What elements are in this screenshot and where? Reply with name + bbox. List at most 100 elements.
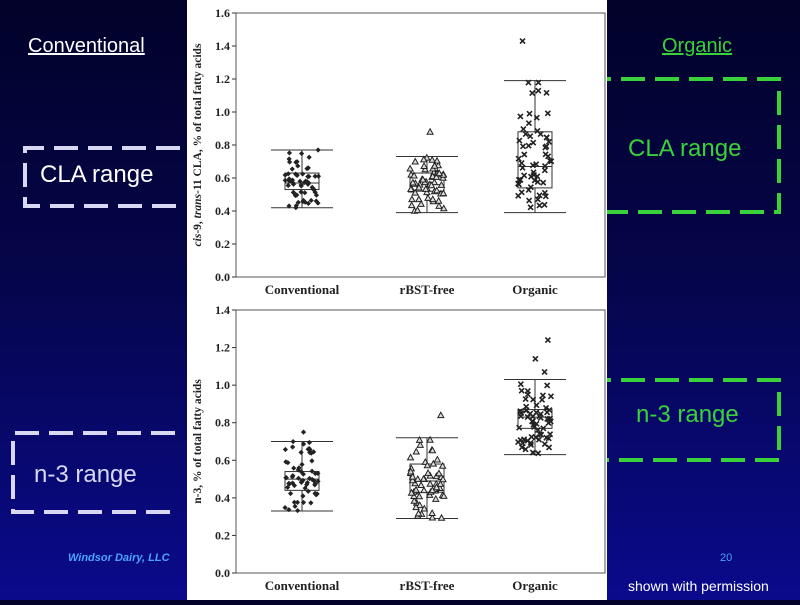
category-label-organic: Organic (512, 282, 558, 297)
data-point (522, 446, 529, 453)
y-tick-label: 0.8 (215, 138, 230, 152)
data-point (534, 173, 541, 180)
data-point (437, 180, 446, 188)
data-point (295, 467, 301, 473)
data-point (535, 87, 542, 94)
data-point (527, 133, 534, 140)
data-point (308, 500, 314, 506)
data-point (305, 488, 311, 494)
data-point (286, 176, 292, 182)
data-point (547, 393, 555, 400)
data-point (300, 429, 307, 435)
data-point (515, 181, 522, 188)
data-point (432, 186, 441, 194)
category-label-conventional: Conventional (265, 578, 340, 593)
data-point (433, 156, 441, 164)
chart-panel-2: 0.0 0.2 0.4 0.6 0.8 1.0 1.2 1.4 n-3, % of total … (192, 303, 606, 593)
data-point (428, 155, 437, 163)
data-point (417, 200, 425, 207)
data-point (309, 458, 315, 464)
data-point (423, 461, 432, 469)
data-point (291, 499, 297, 505)
data-point (300, 477, 306, 483)
data-point (525, 186, 532, 194)
y-tick-label: 0.2 (215, 237, 230, 251)
data-point (522, 407, 530, 414)
data-point (407, 488, 416, 496)
data-point (527, 204, 534, 211)
category-label-rbstfree: rBST-free (400, 578, 455, 593)
data-point (518, 387, 525, 394)
data-point (517, 381, 524, 388)
data-point (518, 189, 525, 196)
data-point (298, 479, 305, 485)
y-tick-label: 1.0 (215, 105, 230, 119)
data-point (415, 435, 424, 443)
data-point (416, 440, 425, 448)
data-point (420, 504, 429, 512)
data-point (406, 164, 414, 172)
data-point (298, 449, 304, 456)
data-point (419, 175, 427, 183)
data-point (421, 184, 430, 192)
y-axis-label-part: -9, (192, 218, 204, 233)
data-point (518, 159, 525, 167)
y-axis-label-part: cis (192, 233, 204, 246)
data-point (438, 461, 447, 469)
data-point (290, 444, 296, 450)
data-point (426, 435, 434, 443)
data-point (298, 150, 305, 157)
chart-panel-1: 0.0 0.2 0.4 0.6 0.8 1.0 1.2 1.4 1.6 cis-9, trans-… (192, 6, 606, 297)
data-point (298, 189, 304, 195)
data-point (290, 189, 296, 195)
data-point (304, 479, 311, 486)
data-point (315, 147, 321, 153)
data-point (409, 178, 417, 186)
data-point (286, 203, 292, 209)
data-point (437, 513, 446, 521)
data-point (439, 475, 447, 483)
data-point (307, 449, 313, 456)
data-point (535, 436, 543, 443)
footer-company: Windsor Dairy, LLC (68, 552, 170, 564)
data-point (427, 181, 436, 189)
data-point (436, 479, 445, 487)
data-point (533, 409, 540, 416)
data-point (295, 507, 301, 514)
data-point (542, 151, 549, 158)
data-point (300, 441, 307, 447)
left-cla-range-label: CLA range (40, 161, 154, 188)
box-rbstfree (396, 411, 458, 521)
data-point (300, 493, 306, 499)
data-point (543, 143, 550, 150)
data-point (538, 396, 546, 403)
data-point (535, 450, 542, 457)
data-point (540, 425, 547, 432)
data-point (419, 155, 428, 163)
data-point (526, 197, 533, 204)
data-point (292, 503, 298, 509)
y-tick-label: 0.0 (215, 270, 230, 284)
data-point (410, 496, 419, 504)
data-point (428, 446, 437, 454)
data-point (432, 172, 441, 180)
data-point (529, 90, 536, 97)
right-n3-range-label: n-3 range (636, 401, 739, 428)
data-point (415, 501, 424, 509)
data-point (516, 137, 523, 144)
right-cla-bracket (587, 77, 781, 214)
data-point (406, 467, 415, 475)
data-point (522, 395, 529, 403)
y-tick-label: 0.4 (215, 491, 230, 505)
data-point (302, 190, 308, 196)
data-point (519, 164, 526, 171)
data-point (419, 474, 428, 482)
y-tick-label: 0.0 (215, 566, 230, 580)
data-point (413, 474, 422, 482)
data-point (312, 470, 318, 477)
data-point (413, 206, 422, 214)
data-point (433, 455, 442, 463)
data-point (544, 110, 551, 117)
data-point (541, 201, 548, 208)
box-organic (504, 37, 566, 214)
